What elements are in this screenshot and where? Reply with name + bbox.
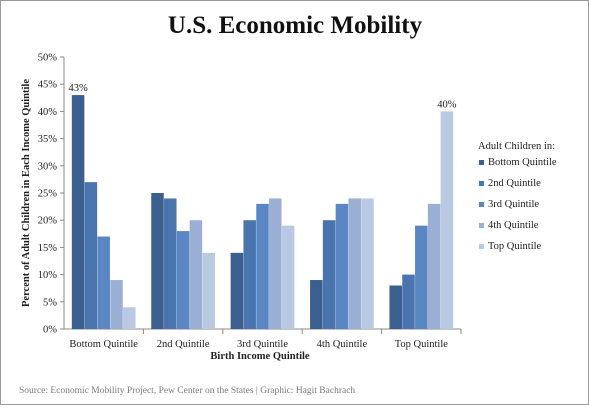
data-label: 43% — [68, 83, 88, 94]
legend-swatch — [479, 202, 484, 207]
bar — [402, 274, 415, 329]
y-tick-label: 0% — [43, 325, 57, 336]
y-tick-label: 10% — [38, 270, 58, 281]
bar — [389, 285, 402, 329]
bar — [440, 111, 454, 330]
legend-label: 2nd Quintile — [488, 178, 541, 189]
bar — [230, 252, 244, 329]
bar — [176, 231, 190, 329]
bar — [71, 95, 85, 329]
bar — [97, 236, 110, 329]
chart-title: U.S. Economic Mobility — [168, 12, 423, 39]
legend-title: Adult Children in: — [478, 141, 555, 152]
legend-label: Top Quintile — [488, 241, 542, 252]
source-note: Source: Economic Mobility Project, Pew C… — [19, 386, 355, 396]
category-labels: Bottom Quintile 2nd Quintile 3rd Quintile 4… — [69, 339, 448, 350]
legend-swatch — [479, 244, 484, 249]
x-tick-label: 3rd Quintile — [237, 339, 288, 350]
bar — [322, 220, 336, 329]
legend-label: 3rd Quintile — [488, 199, 539, 210]
y-tick-label: 30% — [38, 161, 58, 172]
bar — [151, 193, 164, 329]
legend-label: 4th Quintile — [488, 220, 539, 231]
bar — [348, 198, 361, 329]
bar — [269, 198, 282, 329]
x-axis-title: Birth Income Quintile — [210, 351, 310, 362]
data-labels: 43% 40% — [68, 83, 456, 110]
legend: Adult Children in: Bottom Quintile 2nd Qu… — [478, 141, 557, 252]
x-tick-label: Top Quintile — [395, 339, 449, 350]
bar — [361, 198, 374, 329]
bar — [335, 203, 349, 329]
bar — [415, 225, 428, 329]
data-label: 40% — [437, 99, 457, 110]
bar — [243, 220, 256, 329]
x-tick-label: 4th Quintile — [317, 339, 368, 350]
x-tick-label: 2nd Quintile — [157, 339, 210, 350]
legend-swatch — [479, 160, 484, 165]
legend-label: Bottom Quintile — [488, 157, 557, 168]
bar — [281, 225, 295, 329]
y-tick-label: 20% — [38, 216, 58, 227]
bar — [202, 252, 215, 329]
bar — [110, 280, 123, 329]
bars — [71, 95, 454, 330]
x-tick-label: Bottom Quintile — [69, 339, 138, 350]
y-tick-label: 25% — [38, 189, 58, 200]
bar — [164, 198, 177, 329]
bar — [123, 307, 136, 329]
bar — [84, 182, 98, 329]
bar — [189, 220, 203, 329]
y-tick-label: 5% — [43, 297, 57, 308]
y-axis-title: Percent of Adult Children in Each Income… — [21, 79, 32, 307]
bar — [256, 203, 269, 329]
bar — [310, 280, 323, 329]
y-tick-label: 50% — [38, 53, 58, 64]
legend-swatch — [479, 223, 484, 228]
y-tick-label: 35% — [38, 134, 58, 145]
y-tick-label: 40% — [38, 107, 58, 118]
y-tick-label: 45% — [38, 80, 58, 91]
y-tick-label: 15% — [38, 243, 58, 254]
bar — [427, 203, 441, 329]
legend-swatch — [479, 181, 484, 186]
